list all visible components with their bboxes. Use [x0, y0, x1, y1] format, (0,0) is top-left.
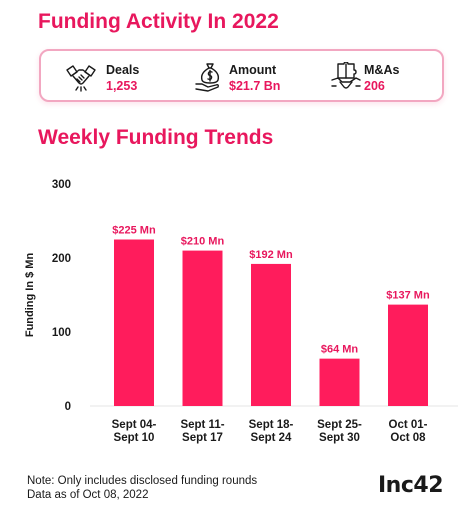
x-tick-label: Sept 25- [317, 419, 362, 431]
data-label: $137 Mn [386, 290, 430, 302]
y-axis-label: Funding In $ Mn [24, 253, 36, 338]
stat-value: 1,253 [106, 79, 138, 93]
y-tick-label: 100 [52, 327, 71, 339]
brand-logo: Inc42 [378, 473, 444, 498]
puzzle-handshake-icon [331, 62, 361, 89]
y-tick-label: 200 [52, 253, 71, 265]
bar [319, 358, 360, 406]
x-tick-label: Sept 17 [182, 432, 223, 444]
footnote-line1: Note: Only includes disclosed funding ro… [27, 475, 258, 487]
stats-card: Deals 1,253 Amount $21.7 Bn M&As [39, 49, 444, 102]
money-bag-hand-icon [195, 63, 220, 92]
data-label: $225 Mn [112, 225, 156, 237]
bar [251, 263, 291, 406]
y-tick-label: 0 [65, 401, 71, 413]
bar [388, 304, 428, 406]
data-label: $64 Mn [321, 344, 359, 356]
y-tick-label: 300 [52, 179, 71, 191]
data-label: $210 Mn [181, 236, 225, 248]
stat-label: Amount [229, 63, 277, 77]
stat-label: M&As [364, 63, 400, 77]
bar [114, 239, 154, 406]
handshake-icon [66, 65, 96, 92]
page-title: Funding Activity In 2022 [38, 10, 279, 33]
section-title: Weekly Funding Trends [38, 126, 274, 149]
bar-chart: Funding In $ Mn 0 100 200 300 $225 Mn Sept 04-… [24, 179, 458, 444]
footnote-line2: Data as of Oct 08, 2022 [27, 489, 149, 501]
x-tick-label: Sept 18- [249, 419, 294, 431]
stat-label: Deals [106, 63, 140, 77]
data-label: $192 Mn [249, 249, 293, 261]
x-tick-label: Sept 10 [114, 432, 155, 444]
x-tick-label: Sept 11- [180, 419, 224, 431]
stat-value: 206 [364, 79, 385, 93]
bar [182, 250, 223, 406]
x-tick-label: Oct 01- [389, 419, 428, 431]
x-tick-label: Sept 04- [112, 419, 157, 431]
x-tick-label: Sept 30 [319, 432, 360, 444]
x-tick-label: Sept 24 [251, 432, 293, 444]
stat-value: $21.7 Bn [229, 79, 281, 93]
x-tick-label: Oct 08 [390, 432, 426, 444]
